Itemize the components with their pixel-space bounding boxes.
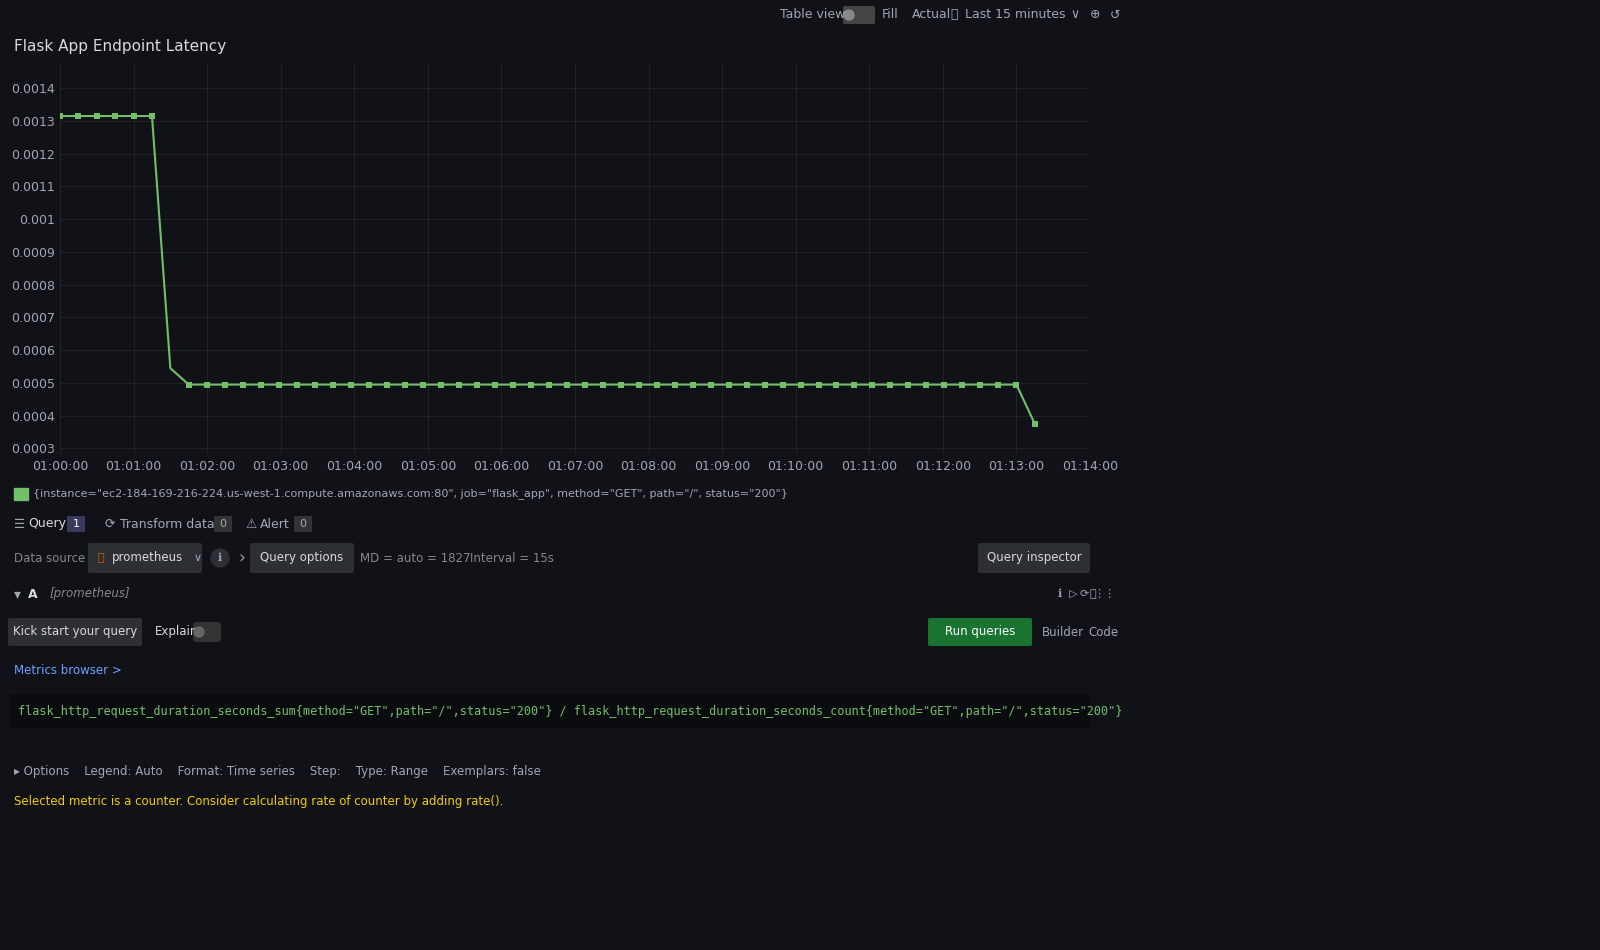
Text: Transform data: Transform data — [120, 518, 214, 530]
Text: Run queries: Run queries — [946, 625, 1014, 638]
Text: Alert: Alert — [259, 518, 290, 530]
Text: Metrics browser >: Metrics browser > — [14, 663, 122, 676]
Text: Data source: Data source — [14, 552, 85, 564]
Text: 1: 1 — [72, 519, 80, 529]
Text: ⚠: ⚠ — [245, 518, 256, 530]
Text: Query options: Query options — [261, 552, 344, 564]
FancyBboxPatch shape — [67, 516, 85, 532]
Text: ↺: ↺ — [1110, 9, 1120, 22]
Text: ▾: ▾ — [14, 587, 21, 601]
Text: ▸ Options    Legend: Auto    Format: Time series    Step:    Type: Range    Exem: ▸ Options Legend: Auto Format: Time seri… — [14, 765, 541, 777]
Text: {instance="ec2-184-169-216-224.us-west-1.compute.amazonaws.com:80", job="flask_a: {instance="ec2-184-169-216-224.us-west-1… — [34, 488, 787, 500]
Text: ›: › — [238, 549, 245, 567]
Text: Actual: Actual — [912, 9, 952, 22]
Text: prometheus: prometheus — [112, 552, 184, 564]
FancyBboxPatch shape — [214, 516, 232, 532]
Text: ⏱: ⏱ — [950, 9, 957, 22]
Circle shape — [211, 549, 229, 567]
FancyBboxPatch shape — [8, 618, 142, 646]
Text: Query inspector: Query inspector — [987, 552, 1082, 564]
FancyBboxPatch shape — [978, 543, 1090, 573]
Text: ℹ: ℹ — [1058, 589, 1062, 599]
Text: Query: Query — [29, 518, 66, 530]
Text: [prometheus]: [prometheus] — [50, 587, 131, 600]
FancyBboxPatch shape — [10, 694, 1090, 728]
Circle shape — [194, 627, 205, 637]
Text: 0: 0 — [299, 519, 307, 529]
Text: MD = auto = 1827: MD = auto = 1827 — [360, 552, 470, 564]
Bar — [0, 508, 94, 540]
Text: ⟳: ⟳ — [1080, 589, 1088, 599]
FancyBboxPatch shape — [88, 543, 202, 573]
Text: ⊕: ⊕ — [1090, 9, 1101, 22]
Text: ☰: ☰ — [14, 518, 26, 530]
FancyBboxPatch shape — [928, 618, 1032, 646]
Text: Interval = 15s: Interval = 15s — [470, 552, 554, 564]
Text: ⋮⋮: ⋮⋮ — [1093, 589, 1115, 599]
FancyBboxPatch shape — [294, 516, 312, 532]
Text: Builder: Builder — [1042, 625, 1085, 638]
Circle shape — [845, 10, 854, 20]
Text: Fill: Fill — [882, 9, 899, 22]
FancyBboxPatch shape — [250, 543, 354, 573]
Text: Last 15 minutes: Last 15 minutes — [965, 9, 1066, 22]
Text: ℹ: ℹ — [218, 553, 222, 563]
Text: Selected metric is a counter. Consider calculating rate of counter by adding rat: Selected metric is a counter. Consider c… — [14, 795, 504, 808]
Text: 🔥: 🔥 — [98, 553, 104, 563]
Text: ▷: ▷ — [1069, 589, 1077, 599]
Text: Explain: Explain — [155, 625, 198, 638]
Text: Table view: Table view — [781, 9, 845, 22]
Text: flask_http_request_duration_seconds_sum{method="GET",path="/",status="200"} / fl: flask_http_request_duration_seconds_sum{… — [18, 705, 1122, 717]
Text: Code: Code — [1088, 625, 1118, 638]
Text: ⟳: ⟳ — [106, 518, 115, 530]
FancyBboxPatch shape — [194, 622, 221, 642]
Text: A: A — [29, 587, 38, 600]
Text: Kick start your query: Kick start your query — [13, 625, 138, 638]
Bar — [14, 488, 27, 500]
Text: ∨: ∨ — [1070, 9, 1078, 22]
Text: Flask App Endpoint Latency: Flask App Endpoint Latency — [14, 39, 227, 53]
Text: 0: 0 — [219, 519, 227, 529]
Text: 🗑: 🗑 — [1090, 589, 1096, 599]
FancyBboxPatch shape — [843, 6, 875, 24]
Text: ∨: ∨ — [194, 553, 202, 563]
